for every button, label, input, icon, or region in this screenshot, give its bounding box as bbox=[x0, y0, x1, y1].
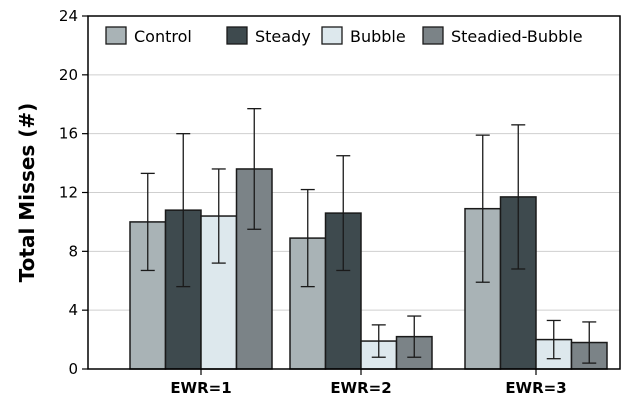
legend-swatch bbox=[105, 26, 127, 45]
legend: Control Steady Bubble Steadied-Bubble bbox=[105, 26, 583, 46]
x-tick-label: EWR=2 bbox=[330, 379, 391, 397]
legend-item: Steady bbox=[226, 26, 311, 46]
y-tick-label: 8 bbox=[68, 242, 78, 260]
error-bar bbox=[546, 319, 561, 360]
legend-swatch bbox=[422, 26, 444, 45]
error-bar bbox=[176, 133, 191, 288]
error-bar bbox=[371, 324, 386, 358]
y-tick-label: 24 bbox=[59, 7, 78, 25]
error-bar bbox=[511, 124, 526, 270]
legend-label: Control bbox=[134, 27, 192, 46]
legend-item: Steadied-Bubble bbox=[422, 26, 583, 46]
error-bar bbox=[300, 188, 315, 288]
error-bar bbox=[247, 108, 262, 230]
error-bar bbox=[336, 155, 351, 272]
bars bbox=[129, 168, 608, 370]
y-axis-ticks: 0 4 8 12 16 20 24 bbox=[59, 7, 88, 378]
y-tick-label: 16 bbox=[59, 125, 78, 143]
legend-item: Bubble bbox=[321, 26, 406, 46]
x-tick-label: EWR=1 bbox=[170, 379, 231, 397]
y-axis-label: Total Misses (#) bbox=[15, 103, 39, 283]
x-axis-ticks: EWR=1 EWR=2 EWR=3 bbox=[170, 369, 567, 397]
y-tick-label: 20 bbox=[59, 66, 78, 84]
legend-item: Control bbox=[105, 26, 192, 46]
y-tick-label: 0 bbox=[68, 360, 78, 378]
x-tick-label: EWR=3 bbox=[505, 379, 566, 397]
error-bar bbox=[582, 321, 597, 364]
legend-swatch bbox=[226, 26, 248, 45]
legend-swatch bbox=[321, 26, 343, 45]
error-bar bbox=[140, 172, 155, 272]
legend-label: Steadied-Bubble bbox=[451, 27, 583, 46]
error-bar bbox=[211, 168, 226, 264]
error-bar bbox=[407, 315, 422, 358]
legend-label: Steady bbox=[255, 27, 311, 46]
error-bars bbox=[140, 108, 597, 364]
y-tick-label: 4 bbox=[68, 301, 78, 319]
legend-label: Bubble bbox=[350, 27, 406, 46]
error-bar bbox=[475, 134, 490, 283]
y-tick-label: 12 bbox=[59, 184, 78, 202]
